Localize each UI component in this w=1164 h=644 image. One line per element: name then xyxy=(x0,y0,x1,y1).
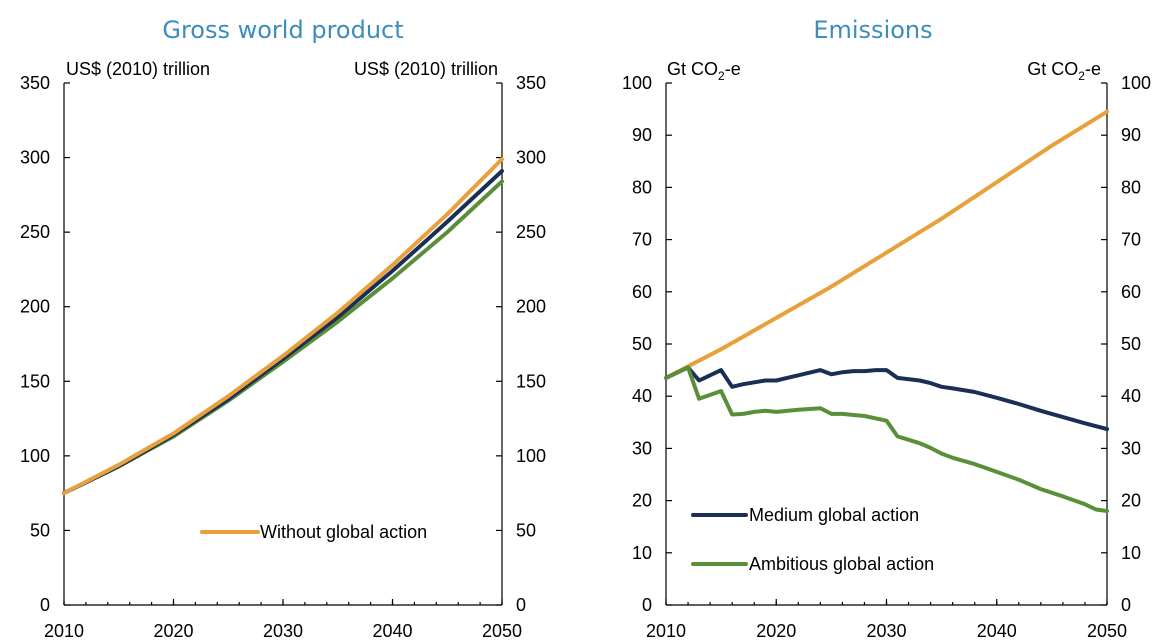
left-y-tick-label: 10 xyxy=(632,543,652,563)
left-y-tick-label: 250 xyxy=(20,222,50,242)
unit-base: Gt CO xyxy=(1027,59,1078,79)
left-y-tick-label: 60 xyxy=(632,282,652,302)
right-axis-unit-label: US$ (2010) trillion xyxy=(354,59,498,79)
series-group xyxy=(664,109,1109,513)
series-group xyxy=(62,157,504,496)
right-y-tick-label: 30 xyxy=(1121,438,1141,458)
series-line-without xyxy=(664,109,1109,380)
right-y-tick-label: 100 xyxy=(1121,73,1151,93)
legend: Medium global action Ambitious global act… xyxy=(691,505,934,574)
legend-label-without: Without global action xyxy=(260,522,427,542)
x-tick-label: 2030 xyxy=(866,621,906,641)
x-tick-label: 2030 xyxy=(263,621,303,641)
legend-label-ambitious: Ambitious global action xyxy=(749,554,934,574)
left-y-tick-label: 50 xyxy=(632,334,652,354)
right-y-tick-label: 70 xyxy=(1121,230,1141,250)
left-y-tick-label: 90 xyxy=(632,125,652,145)
series-line-medium xyxy=(664,365,1109,432)
x-tick-label: 2010 xyxy=(44,621,84,641)
right-y-tick-label: 20 xyxy=(1121,491,1141,511)
series-line-ambitious xyxy=(62,179,504,496)
right-y-tick-label: 10 xyxy=(1121,543,1141,563)
series-line-medium xyxy=(62,169,504,496)
right-axis-unit-label: Gt CO2-e xyxy=(1027,59,1101,83)
x-tick-label: 2050 xyxy=(482,621,522,641)
unit-subscript: 2 xyxy=(1078,69,1085,83)
x-tick-label: 2040 xyxy=(977,621,1017,641)
right-y-tick-label: 0 xyxy=(1121,595,1131,615)
left-y-tick-label: 0 xyxy=(40,595,50,615)
left-axis-unit-label: Gt CO2-e xyxy=(667,59,741,83)
left-y-tick-label: 80 xyxy=(632,177,652,197)
right-y-tick-label: 150 xyxy=(516,371,546,391)
left-y-tick-label: 40 xyxy=(632,386,652,406)
x-tick-label: 2020 xyxy=(153,621,193,641)
left-y-tick-label: 200 xyxy=(20,297,50,317)
right-y-tick-label: 300 xyxy=(516,148,546,168)
left-y-tick-label: 70 xyxy=(632,230,652,250)
x-tick-label: 2040 xyxy=(372,621,412,641)
unit-suffix: -e xyxy=(1085,59,1101,79)
right-y-tick-label: 60 xyxy=(1121,282,1141,302)
right-y-tick-label: 90 xyxy=(1121,125,1141,145)
unit-base: Gt CO xyxy=(667,59,718,79)
left-y-tick-label: 100 xyxy=(622,73,652,93)
right-y-tick-label: 250 xyxy=(516,222,546,242)
right-y-tick-label: 50 xyxy=(516,520,536,540)
left-y-tick-label: 350 xyxy=(20,73,50,93)
right-y-tick-label: 200 xyxy=(516,297,546,317)
left-axis-unit-label: US$ (2010) trillion xyxy=(66,59,210,79)
right-y-tick-label: 50 xyxy=(1121,334,1141,354)
left-y-tick-label: 50 xyxy=(30,520,50,540)
left-y-tick-label: 0 xyxy=(642,595,652,615)
left-y-tick-label: 30 xyxy=(632,438,652,458)
legend: Without global action xyxy=(200,522,427,542)
right-y-tick-label: 40 xyxy=(1121,386,1141,406)
right-y-tick-label: 80 xyxy=(1121,177,1141,197)
series-line-ambitious xyxy=(664,365,1109,513)
right-y-tick-label: 0 xyxy=(516,595,526,615)
x-tick-label: 2020 xyxy=(756,621,796,641)
gross-world-product-chart: Gross world product US$ (2010) trillion … xyxy=(20,16,546,641)
left-y-tick-label: 150 xyxy=(20,371,50,391)
x-tick-label: 2010 xyxy=(646,621,686,641)
left-y-tick-label: 100 xyxy=(20,446,50,466)
chart-title: Gross world product xyxy=(162,16,403,44)
x-tick-label: 2050 xyxy=(1087,621,1127,641)
chart-title: Emissions xyxy=(813,16,932,44)
unit-subscript: 2 xyxy=(718,69,725,83)
right-y-tick-label: 100 xyxy=(516,446,546,466)
left-y-tick-label: 300 xyxy=(20,148,50,168)
series-line-without xyxy=(62,157,504,496)
axes: 0 0 50 50 100 100 150 150 200 200 250 250 300 300 350 3… xyxy=(20,73,546,641)
left-y-tick-label: 20 xyxy=(632,491,652,511)
legend-label-medium: Medium global action xyxy=(749,505,919,525)
right-y-tick-label: 350 xyxy=(516,73,546,93)
unit-suffix: -e xyxy=(725,59,741,79)
